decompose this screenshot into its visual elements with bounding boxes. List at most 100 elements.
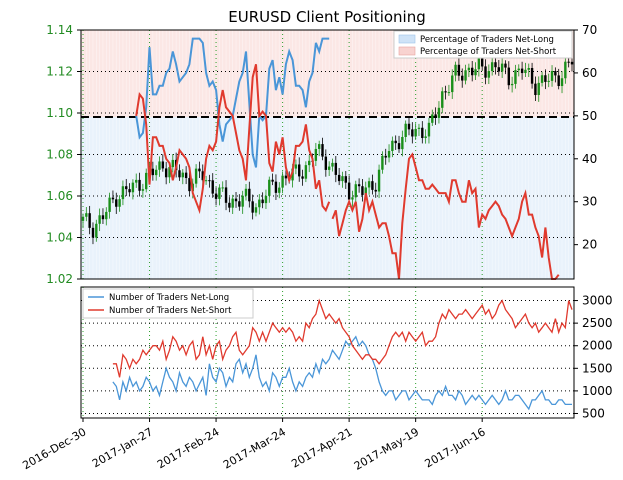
price-candle-body — [421, 127, 424, 139]
price-candle-body — [284, 175, 288, 179]
price-candle-body — [341, 176, 344, 182]
price-candle-body — [514, 70, 517, 84]
price-candle-body — [394, 140, 397, 144]
price-candle-body — [95, 223, 98, 238]
price-candle-body — [135, 179, 138, 183]
price-candle-body — [228, 202, 231, 208]
price-candle-body — [268, 179, 271, 196]
price-candle-body — [434, 114, 437, 118]
price-candle-body — [484, 66, 487, 78]
legend-swatch-net-long — [398, 34, 416, 44]
legend-swatch-net-short — [398, 46, 416, 56]
price-candle-body — [547, 80, 550, 82]
price-candle-body — [424, 136, 427, 139]
bottom-panel-frame — [80, 286, 575, 419]
price-candle-body — [550, 71, 554, 81]
price-candle-body — [437, 107, 441, 118]
top-legend-box — [393, 30, 573, 59]
left-axis-tick-label: 1.10 — [46, 106, 73, 120]
price-candle-body — [298, 164, 301, 177]
price-candle-body — [357, 184, 361, 187]
price-candle-body — [520, 68, 524, 74]
price-candle-body — [111, 197, 115, 200]
right-axis-tick-label: 70 — [582, 23, 597, 37]
price-candle-body — [198, 168, 201, 172]
top-legend: Percentage of Traders Net-Long Percentag… — [393, 30, 573, 59]
price-candle-body — [351, 197, 354, 200]
price-candle-body — [567, 61, 570, 63]
price-candle-body — [211, 180, 214, 194]
left-axis-tick-label: 1.14 — [46, 23, 73, 37]
price-candle-body — [164, 168, 168, 178]
pct-net-short-line-tail — [331, 152, 560, 280]
pct-net-short-line — [135, 64, 331, 215]
bottom-axis-tick-label: 1000 — [582, 384, 613, 398]
price-candle-body — [115, 199, 118, 207]
left-axis-tick-label: 1.02 — [46, 272, 73, 286]
price-candle-body — [337, 174, 341, 182]
price-candle-body — [221, 187, 224, 189]
price-candle-body — [427, 122, 431, 137]
top-panel: 1.02 1.04 1.06 1.08 1.10 1.12 1.14 20 30 40 50 60 7… — [46, 23, 597, 286]
price-candle-body — [151, 168, 155, 176]
price-candle-body — [91, 227, 95, 238]
price-candle-body — [480, 58, 484, 67]
price-candle-body — [317, 144, 321, 149]
bottom-legend: Number of Traders Net-Long Number of Tra… — [82, 288, 254, 319]
price-candle-body — [158, 161, 161, 170]
price-candle-body — [184, 172, 188, 179]
price-candle-body — [331, 162, 334, 167]
price-candle-body — [530, 68, 534, 84]
bottom-right-axis: 500 1000 1500 2000 2500 3000 — [574, 294, 613, 420]
price-candle-body — [540, 75, 544, 83]
price-candle-body — [178, 170, 181, 178]
price-candle-body — [507, 67, 510, 86]
price-candle-body — [308, 160, 311, 166]
price-candle-body — [497, 67, 501, 72]
price-candle-body — [527, 68, 530, 70]
price-candle-body — [414, 128, 417, 137]
price-candle-body — [477, 58, 481, 70]
price-candle-body — [474, 69, 477, 76]
price-candle-body — [314, 148, 318, 161]
left-axis-tick-label: 1.12 — [46, 65, 73, 79]
legend-label-num-long: Number of Traders Net-Long — [109, 293, 229, 303]
bottom-axis-tick-label: 3000 — [582, 294, 613, 308]
right-percent-axis: 20 30 40 50 60 70 — [574, 23, 597, 252]
price-candle-body — [397, 143, 401, 150]
price-candle-body — [204, 180, 208, 182]
price-candle-body — [327, 166, 331, 170]
chart-title: EURUSD Client Positioning — [228, 8, 426, 26]
price-candle-body — [238, 201, 241, 207]
left-axis-tick-label: 1.08 — [46, 148, 73, 162]
price-candle-body — [347, 182, 351, 200]
price-candle-body — [248, 188, 251, 202]
price-candle-body — [274, 181, 278, 193]
price-candle-body — [121, 186, 125, 200]
price-candle-body — [407, 123, 411, 130]
price-candle-body — [194, 168, 198, 184]
price-candle-body — [371, 181, 374, 190]
price-candle-body — [181, 172, 184, 178]
price-candle-body — [324, 156, 328, 170]
price-candle-body — [188, 178, 191, 192]
price-candles — [81, 53, 574, 245]
price-candle-body — [374, 189, 377, 192]
right-axis-tick-label: 20 — [582, 238, 597, 252]
price-candle-body — [451, 75, 454, 93]
price-candle-body — [131, 182, 135, 193]
right-axis-tick-label: 40 — [582, 152, 597, 166]
price-candle-body — [168, 167, 171, 178]
price-candle-body — [381, 155, 384, 170]
price-candle-body — [554, 71, 557, 76]
price-candle-body — [490, 62, 494, 72]
price-candle-body — [214, 193, 218, 199]
price-candle-body — [128, 189, 131, 193]
price-candle-body — [88, 213, 91, 228]
price-candle-body — [241, 195, 244, 207]
bottom-axis-tick-label: 2000 — [582, 339, 613, 353]
price-candle-body — [304, 165, 308, 179]
price-candle-body — [261, 199, 264, 204]
